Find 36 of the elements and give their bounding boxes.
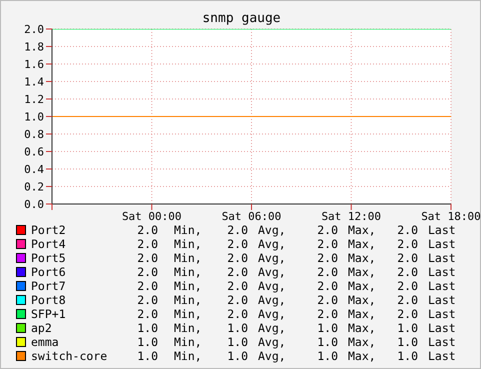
y-tick-label: 0.6 bbox=[24, 145, 44, 158]
legend-label: Port7 bbox=[31, 279, 66, 293]
y-tick-label: 1.0 bbox=[24, 110, 44, 124]
text: 1.0 Min, 1.0 Avg, 1.0 Max, 1.0 Last bbox=[137, 335, 456, 349]
text: 2.0 Min, 2.0 Avg, 2.0 Max, 2.0 Last bbox=[137, 265, 456, 279]
x-tick-label: Sat 00:00 bbox=[122, 210, 182, 223]
y-tick-label: 0.8 bbox=[24, 128, 44, 141]
legend-label: switch-core bbox=[31, 349, 108, 363]
x-tick-label: Sat 06:00 bbox=[222, 210, 282, 223]
text: 2.0 Min, 2.0 Avg, 2.0 Max, 2.0 Last bbox=[137, 223, 456, 237]
x-tick-label: Sat 12:00 bbox=[321, 210, 382, 223]
text: 2.0 Min, 2.0 Avg, 2.0 Max, 2.0 Last bbox=[137, 237, 456, 251]
legend-label: emma bbox=[31, 335, 59, 349]
chart-title: snmp gauge bbox=[202, 11, 281, 26]
y-tick-label: 1.2 bbox=[24, 92, 44, 106]
legend-label: Port8 bbox=[31, 293, 66, 307]
y-tick-label: 2.0 bbox=[24, 22, 44, 36]
legend-label: Port4 bbox=[31, 237, 66, 251]
text: 2.0 Min, 2.0 Avg, 2.0 Max, 2.0 Last bbox=[137, 293, 456, 307]
legend-label: Port6 bbox=[31, 265, 66, 279]
y-tick-label: 0.4 bbox=[24, 162, 44, 176]
legend-label: Port2 bbox=[31, 223, 66, 237]
y-tick-label: 1.4 bbox=[24, 75, 44, 88]
text: 2.0 Min, 2.0 Avg, 2.0 Max, 2.0 Last bbox=[137, 279, 456, 293]
y-tick-label: 0.2 bbox=[24, 180, 44, 194]
text: 1.0 Min, 1.0 Avg, 1.0 Max, 1.0 Last bbox=[137, 349, 456, 363]
legend-label: SFP+1 bbox=[31, 307, 66, 321]
y-tick-label: 0.0 bbox=[24, 198, 44, 211]
x-tick-label: Sat 18:00 bbox=[421, 210, 481, 223]
text: 2.0 Min, 2.0 Avg, 2.0 Max, 2.0 Last bbox=[137, 307, 456, 321]
y-tick-label: 1.6 bbox=[24, 58, 44, 71]
text: 1.0 Min, 1.0 Avg, 1.0 Max, 1.0 Last bbox=[137, 321, 456, 335]
legend-label: ap2 bbox=[31, 321, 52, 335]
y-tick-label: 1.8 bbox=[24, 40, 44, 54]
legend-label: Port5 bbox=[31, 251, 66, 265]
text: 2.0 Min, 2.0 Avg, 2.0 Max, 2.0 Last bbox=[137, 251, 456, 265]
